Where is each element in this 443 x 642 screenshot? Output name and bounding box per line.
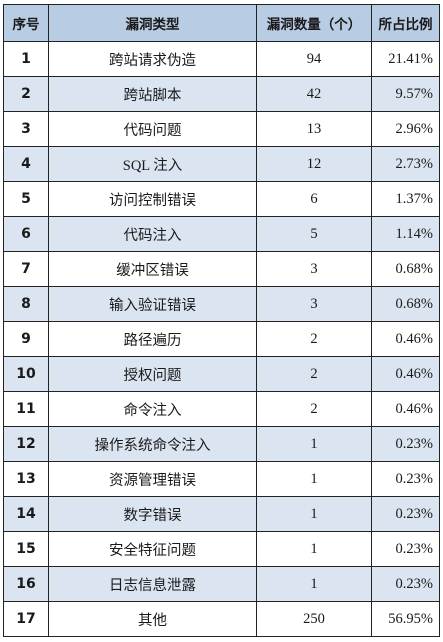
table-row: 13 资源管理错误 1 0.23% bbox=[3, 461, 440, 497]
cell-count: 3 bbox=[256, 286, 372, 322]
header-row: 序号 漏洞类型 漏洞数量（个） 所占比例 bbox=[3, 4, 440, 42]
cell-count: 2 bbox=[256, 321, 372, 357]
cell-index: 1 bbox=[3, 41, 49, 77]
header-ratio: 所占比例 bbox=[371, 4, 440, 42]
table-row: 7 缓冲区错误 3 0.68% bbox=[3, 251, 440, 287]
table-row: 15 安全特征问题 1 0.23% bbox=[3, 531, 440, 567]
cell-vuln-type: 代码问题 bbox=[48, 111, 257, 147]
table-row: 8 输入验证错误 3 0.68% bbox=[3, 286, 440, 322]
cell-count: 6 bbox=[256, 181, 372, 217]
cell-count: 1 bbox=[256, 426, 372, 462]
table-row: 10 授权问题 2 0.46% bbox=[3, 356, 440, 392]
cell-index: 8 bbox=[3, 286, 49, 322]
cell-ratio: 2.73% bbox=[371, 146, 440, 182]
cell-vuln-type: 缓冲区错误 bbox=[48, 251, 257, 287]
cell-index: 11 bbox=[3, 391, 49, 427]
cell-count: 94 bbox=[256, 41, 372, 77]
cell-vuln-type: 访问控制错误 bbox=[48, 181, 257, 217]
cell-vuln-type: SQL 注入 bbox=[48, 146, 257, 182]
cell-index: 9 bbox=[3, 321, 49, 357]
table-row: 4 SQL 注入 12 2.73% bbox=[3, 146, 440, 182]
cell-vuln-type: 授权问题 bbox=[48, 356, 257, 392]
table-row: 1 跨站请求伪造 94 21.41% bbox=[3, 41, 440, 77]
header-count: 漏洞数量（个） bbox=[256, 4, 372, 42]
cell-ratio: 0.46% bbox=[371, 356, 440, 392]
cell-count: 250 bbox=[256, 601, 372, 637]
cell-index: 3 bbox=[3, 111, 49, 147]
cell-ratio: 56.95% bbox=[371, 601, 440, 637]
cell-vuln-type: 跨站脚本 bbox=[48, 76, 257, 112]
table-row: 6 代码注入 5 1.14% bbox=[3, 216, 440, 252]
table-row: 16 日志信息泄露 1 0.23% bbox=[3, 566, 440, 602]
cell-count: 5 bbox=[256, 216, 372, 252]
table-row: 9 路径遍历 2 0.46% bbox=[3, 321, 440, 357]
cell-count: 12 bbox=[256, 146, 372, 182]
table-row: 11 命令注入 2 0.46% bbox=[3, 391, 440, 427]
cell-index: 6 bbox=[3, 216, 49, 252]
cell-vuln-type: 代码注入 bbox=[48, 216, 257, 252]
header-type: 漏洞类型 bbox=[48, 4, 257, 42]
table-row: 12 操作系统命令注入 1 0.23% bbox=[3, 426, 440, 462]
vulnerability-table: 序号 漏洞类型 漏洞数量（个） 所占比例 1 跨站请求伪造 94 21.41% 2 跨站脚… bbox=[3, 4, 440, 637]
cell-count: 1 bbox=[256, 496, 372, 532]
cell-vuln-type: 操作系统命令注入 bbox=[48, 426, 257, 462]
cell-ratio: 0.68% bbox=[371, 286, 440, 322]
cell-index: 5 bbox=[3, 181, 49, 217]
cell-count: 1 bbox=[256, 566, 372, 602]
cell-index: 12 bbox=[3, 426, 49, 462]
cell-vuln-type: 命令注入 bbox=[48, 391, 257, 427]
cell-vuln-type: 安全特征问题 bbox=[48, 531, 257, 567]
table-row: 5 访问控制错误 6 1.37% bbox=[3, 181, 440, 217]
cell-ratio: 1.14% bbox=[371, 216, 440, 252]
cell-index: 16 bbox=[3, 566, 49, 602]
cell-vuln-type: 日志信息泄露 bbox=[48, 566, 257, 602]
cell-ratio: 0.23% bbox=[371, 426, 440, 462]
cell-vuln-type: 数字错误 bbox=[48, 496, 257, 532]
cell-count: 2 bbox=[256, 391, 372, 427]
cell-count: 13 bbox=[256, 111, 372, 147]
cell-count: 3 bbox=[256, 251, 372, 287]
cell-ratio: 21.41% bbox=[371, 41, 440, 77]
cell-ratio: 0.23% bbox=[371, 531, 440, 567]
cell-index: 13 bbox=[3, 461, 49, 497]
cell-ratio: 0.46% bbox=[371, 321, 440, 357]
table-row: 2 跨站脚本 42 9.57% bbox=[3, 76, 440, 112]
cell-ratio: 0.68% bbox=[371, 251, 440, 287]
cell-index: 15 bbox=[3, 531, 49, 567]
cell-count: 1 bbox=[256, 461, 372, 497]
cell-index: 4 bbox=[3, 146, 49, 182]
header-index: 序号 bbox=[3, 4, 49, 42]
table-row: 17 其他 250 56.95% bbox=[3, 601, 440, 637]
cell-vuln-type: 其他 bbox=[48, 601, 257, 637]
cell-count: 2 bbox=[256, 356, 372, 392]
cell-index: 10 bbox=[3, 356, 49, 392]
cell-ratio: 0.23% bbox=[371, 496, 440, 532]
cell-vuln-type: 输入验证错误 bbox=[48, 286, 257, 322]
table-body: 1 跨站请求伪造 94 21.41% 2 跨站脚本 42 9.57% 3 代码问题 13 2.96% 4… bbox=[3, 41, 440, 637]
cell-index: 7 bbox=[3, 251, 49, 287]
cell-index: 2 bbox=[3, 76, 49, 112]
cell-index: 14 bbox=[3, 496, 49, 532]
cell-count: 1 bbox=[256, 531, 372, 567]
table-row: 14 数字错误 1 0.23% bbox=[3, 496, 440, 532]
cell-index: 17 bbox=[3, 601, 49, 637]
cell-count: 42 bbox=[256, 76, 372, 112]
cell-ratio: 9.57% bbox=[371, 76, 440, 112]
cell-ratio: 1.37% bbox=[371, 181, 440, 217]
cell-ratio: 2.96% bbox=[371, 111, 440, 147]
cell-vuln-type: 跨站请求伪造 bbox=[48, 41, 257, 77]
cell-vuln-type: 资源管理错误 bbox=[48, 461, 257, 497]
table-row: 3 代码问题 13 2.96% bbox=[3, 111, 440, 147]
cell-ratio: 0.23% bbox=[371, 566, 440, 602]
cell-ratio: 0.46% bbox=[371, 391, 440, 427]
table-header: 序号 漏洞类型 漏洞数量（个） 所占比例 bbox=[3, 4, 440, 42]
cell-ratio: 0.23% bbox=[371, 461, 440, 497]
cell-vuln-type: 路径遍历 bbox=[48, 321, 257, 357]
